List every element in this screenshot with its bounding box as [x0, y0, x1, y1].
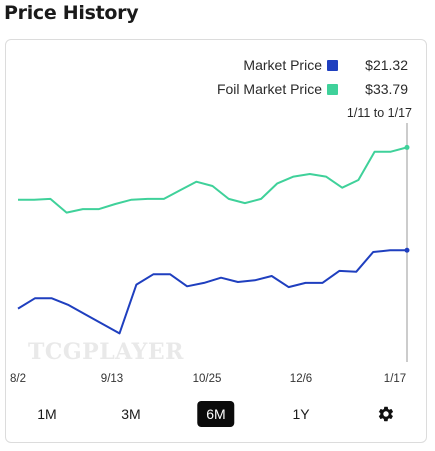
- watermark-logo: TCGPLAYER: [28, 339, 184, 365]
- legend-value: $21.32: [365, 57, 408, 73]
- legend-swatch: [327, 83, 338, 95]
- date-range-label: 1/11 to 1/17: [346, 106, 412, 120]
- gear-icon: [378, 406, 394, 422]
- legend-market-price: Market Price $21.32: [243, 55, 408, 75]
- range-tab-3m[interactable]: 3M: [121, 406, 141, 422]
- x-tick-label: 12/6: [289, 373, 313, 385]
- price-chart[interactable]: [6, 40, 426, 400]
- range-tab-6m[interactable]: 6M: [197, 401, 235, 427]
- series-line-market-price: [17, 249, 407, 335]
- series-end-point: [404, 247, 410, 253]
- series-line-foil-market-price: [18, 146, 408, 214]
- legend-foil-market-price: Foil Market Price $33.79: [217, 79, 408, 99]
- range-tab-1y[interactable]: 1Y: [292, 406, 310, 422]
- page-title: Price History: [4, 2, 139, 24]
- price-history-card: Market Price $21.32 Foil Market Price $3…: [5, 39, 427, 443]
- x-tick-label: 8/2: [10, 373, 26, 385]
- legend-label: Foil Market Price: [216, 81, 322, 97]
- range-tab-1m[interactable]: 1M: [37, 406, 57, 422]
- legend-swatch: [327, 59, 338, 71]
- series-end-point: [404, 144, 410, 150]
- legend-label: Market Price: [243, 57, 322, 73]
- legend-value: $33.79: [365, 81, 408, 97]
- settings-button[interactable]: [377, 405, 395, 423]
- x-tick-label: 9/13: [100, 373, 124, 385]
- x-tick-label: 1/17: [383, 373, 407, 385]
- range-tabs: 1M 3M 6M 1Y: [6, 401, 426, 429]
- x-tick-label: 10/25: [192, 373, 222, 385]
